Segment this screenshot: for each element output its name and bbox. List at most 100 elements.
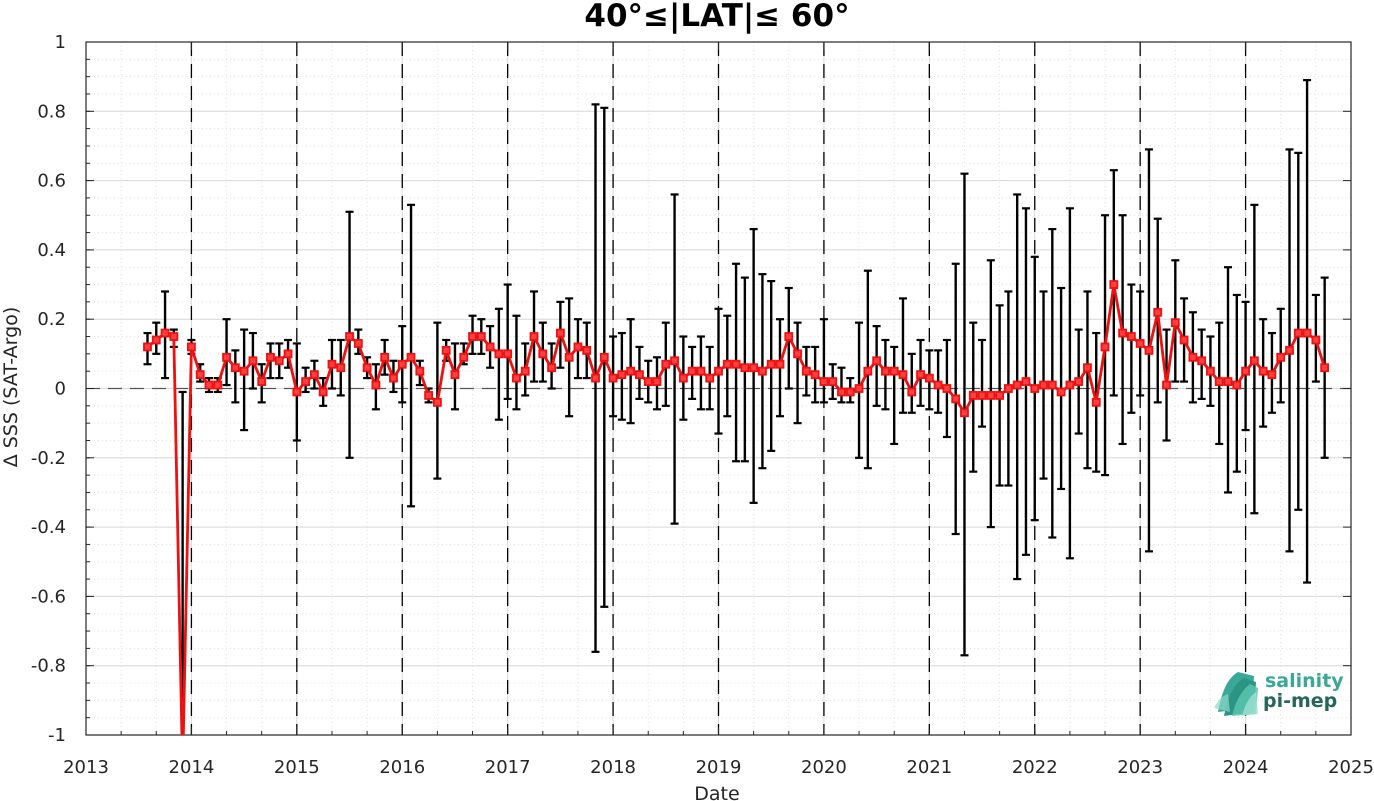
chart-title: 40°≤|LAT|≤ 60°	[584, 0, 849, 34]
axes	[85, 41, 1352, 736]
data-point-marker	[441, 345, 451, 355]
x-tick-label: 2019	[696, 757, 742, 778]
data-point-marker	[494, 349, 504, 359]
data-point-marker	[468, 332, 477, 341]
x-tick-label: 2024	[1223, 757, 1269, 778]
data-point-marker	[362, 363, 372, 373]
data-point-marker	[784, 332, 794, 341]
data-point-marker	[643, 377, 653, 386]
data-point-marker	[230, 363, 240, 373]
data-point-marker	[837, 387, 846, 397]
data-point-marker	[1153, 307, 1163, 317]
data-point-marker	[1214, 377, 1224, 386]
data-point-marker	[898, 370, 908, 380]
data-point-marker	[169, 332, 179, 341]
x-tick-label: 2018	[590, 757, 636, 778]
data-point-marker	[450, 370, 460, 380]
data-point-marker	[555, 328, 565, 338]
data-point-marker	[248, 356, 258, 366]
x-tick-label: 2021	[906, 757, 952, 778]
error-bars	[143, 79, 1329, 735]
data-point-marker	[995, 391, 1005, 400]
data-point-marker	[160, 328, 170, 338]
data-point-marker	[854, 384, 864, 393]
data-point-marker	[327, 359, 337, 369]
data-point-marker	[187, 342, 196, 352]
data-point-marker	[459, 352, 469, 362]
data-point-marker	[1311, 335, 1321, 345]
data-point-marker	[143, 342, 152, 352]
data-point-marker	[222, 352, 231, 362]
data-point-marker	[1320, 363, 1330, 373]
data-point-marker	[1100, 342, 1110, 352]
data-point-marker	[714, 366, 723, 376]
data-point-marker	[538, 349, 548, 359]
data-point-marker	[1267, 370, 1277, 380]
series-markers	[143, 280, 1330, 418]
data-point-marker	[424, 391, 434, 400]
y-tick-label: 1	[55, 32, 66, 53]
y-tick-label: -0.8	[31, 656, 66, 677]
data-point-marker	[652, 377, 662, 386]
data-point-marker	[1065, 380, 1075, 390]
data-point-marker	[819, 377, 829, 386]
x-tick-label: 2017	[485, 757, 531, 778]
data-point-marker	[1012, 380, 1022, 390]
data-point-marker	[916, 370, 925, 380]
y-tick-label: 0.2	[37, 309, 66, 330]
data-point-marker	[547, 363, 556, 373]
logo-line1: salinity	[1265, 670, 1344, 692]
data-point-marker	[591, 373, 600, 383]
x-tick-label: 2014	[169, 757, 215, 778]
data-point-marker	[740, 363, 750, 373]
data-point-marker	[793, 349, 802, 359]
data-point-marker	[696, 366, 706, 376]
data-point-marker	[1258, 366, 1268, 376]
x-tick-label: 2016	[379, 757, 425, 778]
data-point-marker	[670, 356, 679, 366]
data-point-marker	[1003, 384, 1013, 393]
data-point-marker	[872, 356, 882, 366]
y-tick-label: -0.4	[31, 517, 66, 538]
data-point-marker	[1249, 356, 1259, 366]
data-point-marker	[310, 370, 319, 380]
data-point-marker	[397, 359, 407, 369]
data-point-marker	[204, 380, 214, 390]
data-point-marker	[722, 359, 732, 369]
data-point-marker	[775, 359, 785, 369]
data-point-marker	[758, 366, 767, 376]
data-point-marker	[1083, 363, 1092, 373]
data-point-marker	[1074, 377, 1084, 386]
data-point-marker	[257, 377, 267, 386]
data-point-marker	[529, 332, 539, 341]
data-point-marker	[564, 352, 574, 362]
data-point-marker	[1091, 397, 1101, 407]
data-point-marker	[1188, 352, 1198, 362]
data-point-marker	[687, 366, 697, 376]
data-point-marker	[599, 352, 609, 362]
data-point-marker	[678, 373, 688, 383]
data-point-marker	[986, 391, 996, 400]
y-tick-label: 0.6	[37, 171, 66, 192]
data-point-marker	[301, 377, 311, 386]
data-point-marker	[485, 342, 495, 352]
data-point-marker	[318, 387, 328, 397]
data-point-marker	[415, 366, 425, 376]
data-point-marker	[512, 373, 521, 383]
data-point-marker	[432, 397, 442, 407]
x-tick-labels: 2013 2014 2015 2016 2017 2018 2019 2020 2021 2022…	[63, 757, 1374, 778]
data-point-marker	[608, 373, 618, 383]
x-tick-label: 2015	[274, 757, 320, 778]
data-point-marker	[292, 387, 302, 397]
data-point-marker	[1126, 332, 1136, 341]
data-point-marker	[1109, 280, 1119, 289]
data-point-marker	[503, 349, 513, 359]
data-point-marker	[907, 387, 917, 397]
data-point-marker	[1039, 380, 1048, 390]
data-point-marker	[371, 380, 381, 390]
data-point-marker	[951, 394, 961, 404]
logo-waves-icon	[1214, 672, 1258, 716]
x-tick-label: 2025	[1328, 757, 1374, 778]
data-point-marker	[1021, 377, 1031, 386]
data-point-marker	[582, 345, 592, 355]
